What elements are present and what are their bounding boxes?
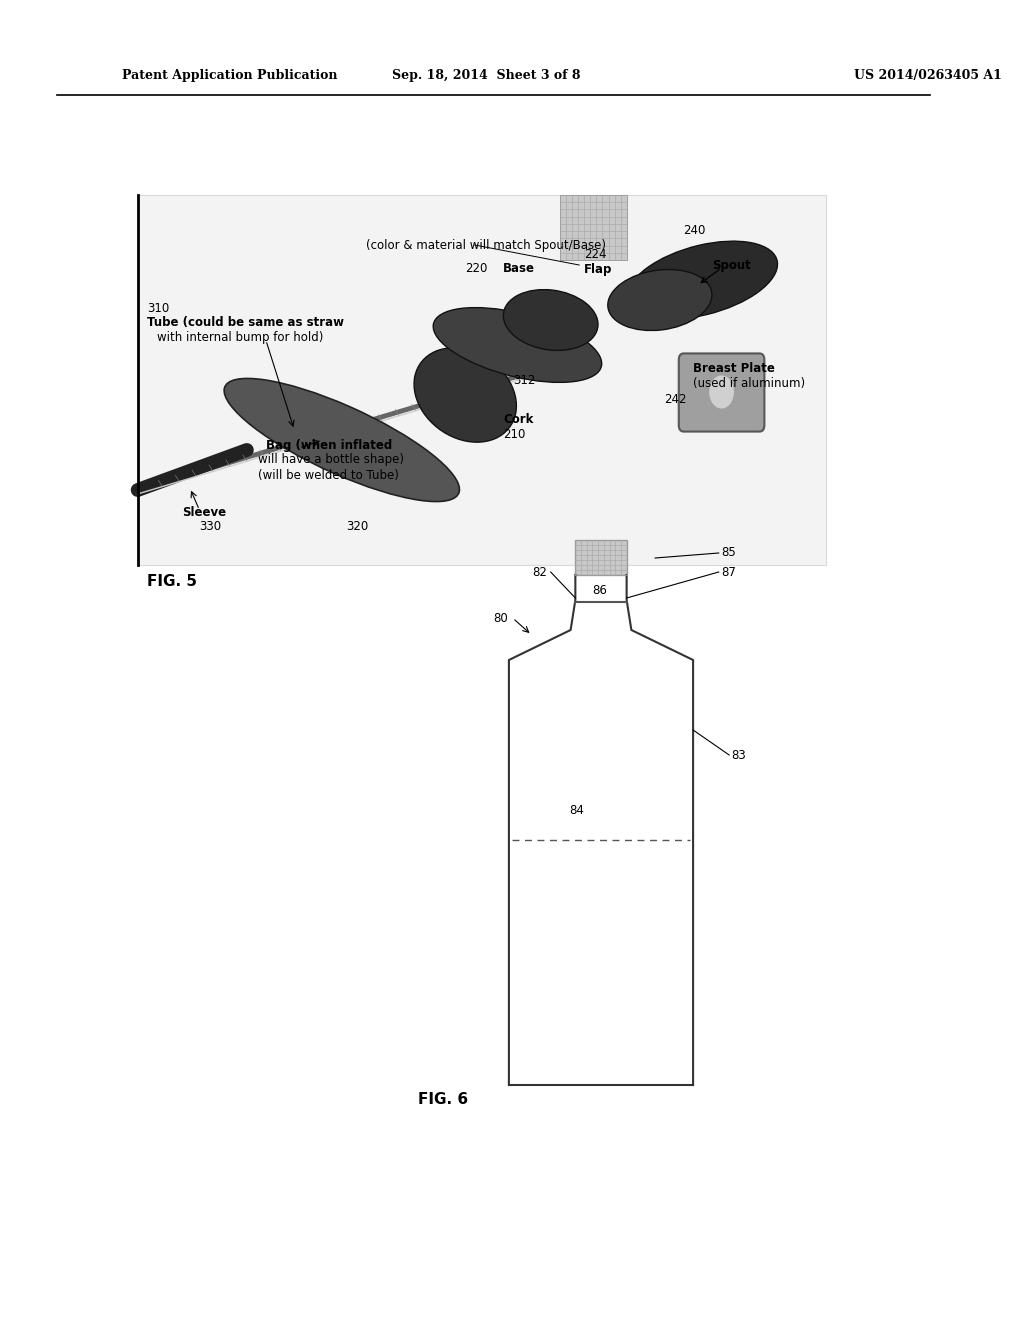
Ellipse shape [608,269,712,330]
Text: 240: 240 [684,223,706,236]
Ellipse shape [433,308,602,383]
Text: Tube (could be same as straw: Tube (could be same as straw [147,317,344,330]
Text: 83: 83 [731,748,745,762]
Text: Cork: Cork [503,413,534,426]
Bar [560,195,627,260]
Text: 220: 220 [465,261,487,275]
Text: Base: Base [503,261,536,275]
Text: 330: 330 [200,520,221,533]
FancyBboxPatch shape [679,354,764,432]
Text: FIG. 5: FIG. 5 [147,574,198,590]
Text: 84: 84 [569,804,585,817]
Text: (used if aluminum): (used if aluminum) [693,376,805,389]
Text: US 2014/0263405 A1: US 2014/0263405 A1 [854,69,1002,82]
Text: Bag (when inflated: Bag (when inflated [266,438,392,451]
Text: Breast Plate: Breast Plate [693,362,775,375]
Text: Sep. 18, 2014  Sheet 3 of 8: Sep. 18, 2014 Sheet 3 of 8 [392,69,581,82]
Text: 85: 85 [722,546,736,560]
Ellipse shape [628,242,777,319]
Text: 80: 80 [494,611,509,624]
Text: Patent Application Publication: Patent Application Publication [122,69,337,82]
Ellipse shape [414,347,516,442]
Text: 82: 82 [532,565,548,578]
Text: 86: 86 [593,583,607,597]
Text: Sleeve: Sleeve [182,506,226,519]
Text: 242: 242 [665,393,687,407]
Circle shape [710,376,733,408]
Text: 224: 224 [584,248,606,261]
Text: will have a bottle shape): will have a bottle shape) [258,454,404,466]
Text: 87: 87 [722,565,736,578]
Text: 310: 310 [147,301,169,314]
Text: FIG. 6: FIG. 6 [418,1093,468,1107]
Text: 210: 210 [503,429,525,441]
Text: with internal bump for hold): with internal bump for hold) [157,331,323,345]
Bar [137,195,826,565]
Text: (will be welded to Tube): (will be welded to Tube) [258,469,399,482]
Ellipse shape [504,289,598,350]
Text: Spout: Spout [712,259,751,272]
Text: 312: 312 [513,374,536,387]
Text: 320: 320 [346,520,369,533]
Text: (color & material will match Spout/Base): (color & material will match Spout/Base) [366,239,605,252]
Text: Flap: Flap [584,264,612,276]
Ellipse shape [224,379,460,502]
Bar [575,540,627,576]
